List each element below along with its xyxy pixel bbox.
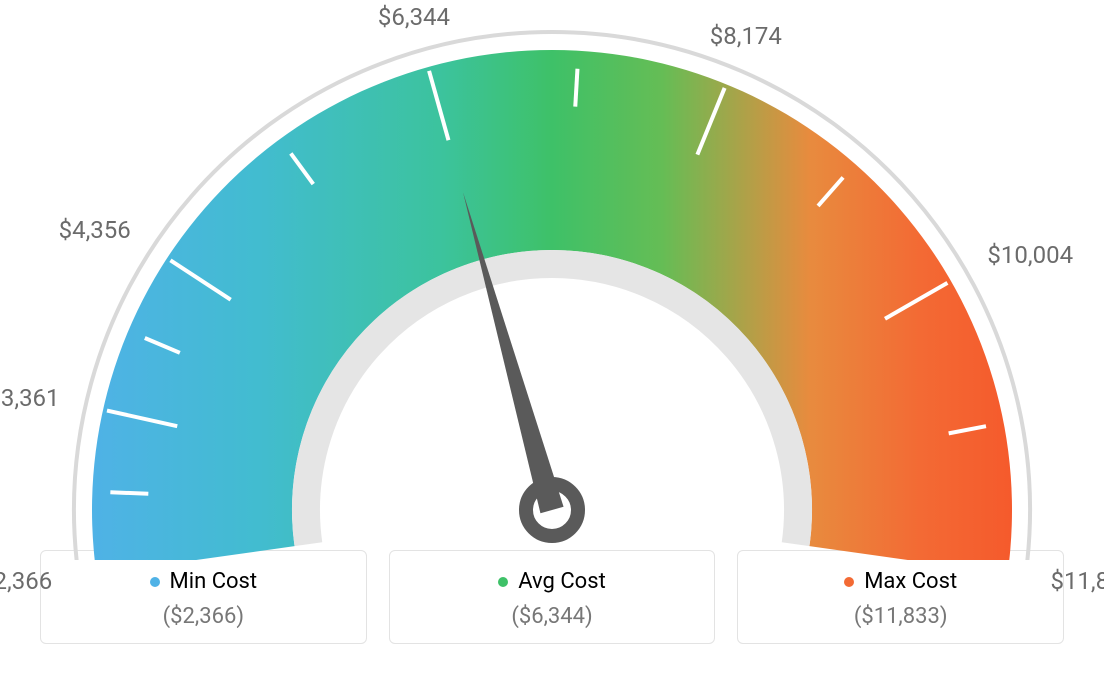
- gauge-scale-label: $11,833: [1050, 567, 1104, 595]
- summary-title-label: Max Cost: [864, 569, 957, 594]
- gauge-scale-label: $4,356: [59, 216, 131, 244]
- cost-gauge: $2,366$3,361$4,356$6,344$8,174$10,004$11…: [0, 0, 1104, 560]
- dot-icon: [844, 577, 854, 587]
- summary-title-label: Avg Cost: [518, 569, 606, 594]
- gauge-svg: [0, 0, 1104, 560]
- summary-row: Min Cost ($2,366) Avg Cost ($6,344) Max …: [0, 550, 1104, 644]
- summary-card-min: Min Cost ($2,366): [40, 550, 367, 644]
- summary-title-avg: Avg Cost: [498, 569, 606, 594]
- gauge-scale-label: $2,366: [0, 567, 52, 595]
- summary-value-max: ($11,833): [748, 604, 1053, 629]
- summary-title-min: Min Cost: [150, 569, 258, 594]
- gauge-scale-label: $3,361: [0, 384, 60, 412]
- dot-icon: [150, 577, 160, 587]
- gauge-scale-label: $6,344: [378, 3, 450, 31]
- summary-title-label: Min Cost: [170, 569, 258, 594]
- summary-card-max: Max Cost ($11,833): [737, 550, 1064, 644]
- gauge-scale-label: $8,174: [710, 22, 782, 50]
- summary-title-max: Max Cost: [844, 569, 957, 594]
- dot-icon: [498, 577, 508, 587]
- summary-value-min: ($2,366): [51, 604, 356, 629]
- gauge-scale-label: $10,004: [987, 241, 1073, 269]
- summary-value-avg: ($6,344): [400, 604, 705, 629]
- summary-card-avg: Avg Cost ($6,344): [389, 550, 716, 644]
